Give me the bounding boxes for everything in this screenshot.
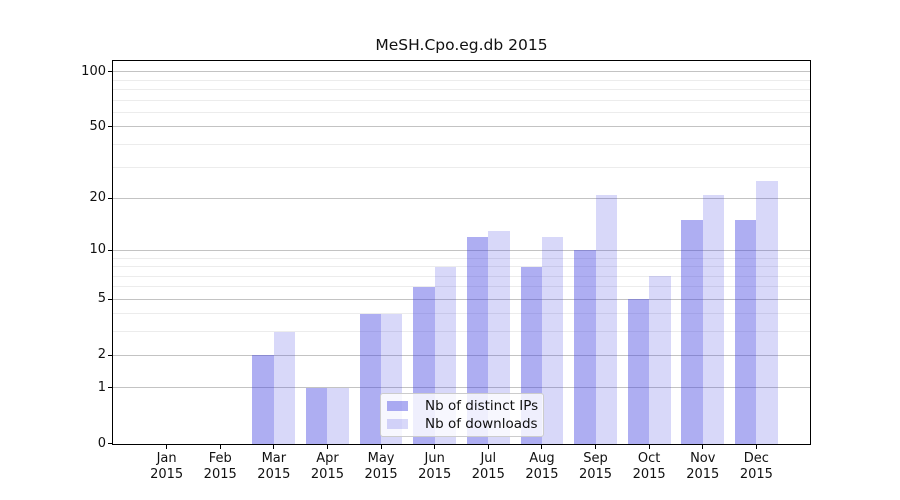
bar-downloads-oct bbox=[649, 276, 671, 444]
x-tick-label: Mar 2015 bbox=[257, 451, 291, 482]
bar-downloads-nov bbox=[702, 194, 725, 444]
y-tick-label: 2 bbox=[97, 347, 106, 363]
legend-item-downloads: Nb of downloads bbox=[387, 416, 538, 432]
gridline-major bbox=[113, 387, 810, 389]
x-tick-label: May 2015 bbox=[364, 451, 398, 482]
bar-downloads-apr bbox=[327, 387, 349, 444]
gridline-minor bbox=[113, 89, 810, 91]
legend-label-distinct-ips: Nb of distinct IPs bbox=[425, 398, 539, 414]
y-tick bbox=[108, 298, 112, 300]
x-tick bbox=[541, 445, 543, 449]
y-tick bbox=[108, 249, 112, 251]
bar-distinct-ips-apr bbox=[306, 387, 328, 444]
gridline-minor bbox=[113, 79, 810, 81]
bar-distinct-ips-nov bbox=[681, 220, 703, 444]
x-tick-label: Feb 2015 bbox=[203, 451, 237, 482]
legend-label-downloads: Nb of downloads bbox=[425, 416, 538, 432]
x-tick bbox=[755, 445, 757, 449]
x-tick bbox=[326, 445, 328, 449]
gridline-minor bbox=[113, 99, 810, 101]
legend: Nb of distinct IPs Nb of downloads bbox=[380, 393, 544, 437]
x-tick bbox=[487, 445, 489, 449]
x-tick-label: Jun 2015 bbox=[418, 451, 452, 482]
bar-downloads-aug bbox=[541, 237, 564, 444]
gridline-minor bbox=[113, 331, 810, 333]
bar-distinct-ips-mar bbox=[252, 355, 274, 444]
y-tick-label: 1 bbox=[97, 379, 106, 395]
y-tick-label: 5 bbox=[97, 291, 106, 307]
gridline-minor bbox=[113, 313, 810, 315]
y-tick bbox=[108, 354, 112, 356]
bar-distinct-ips-oct bbox=[627, 299, 650, 444]
gridline-minor bbox=[113, 266, 810, 268]
y-tick bbox=[108, 443, 112, 444]
y-tick-label: 50 bbox=[89, 118, 106, 134]
gridline-minor bbox=[113, 286, 810, 288]
y-tick bbox=[108, 387, 112, 389]
bar-downloads-dec bbox=[756, 181, 778, 444]
bar-downloads-mar bbox=[273, 331, 296, 444]
y-tick-label: 0 bbox=[97, 435, 106, 451]
legend-item-distinct-ips: Nb of distinct IPs bbox=[387, 398, 539, 414]
bar-distinct-ips-dec bbox=[734, 220, 757, 444]
chart-title: MeSH.Cpo.eg.db 2015 bbox=[375, 36, 548, 54]
x-tick-label: Jan 2015 bbox=[150, 451, 184, 482]
y-tick bbox=[108, 197, 112, 199]
gridline-minor bbox=[113, 112, 810, 114]
legend-swatch-distinct-ips bbox=[387, 401, 408, 411]
x-tick bbox=[434, 445, 436, 449]
gridline-major bbox=[113, 249, 810, 251]
x-tick bbox=[380, 445, 382, 449]
x-tick-label: Sep 2015 bbox=[578, 451, 613, 482]
gridline-minor bbox=[113, 257, 810, 259]
gridline-major bbox=[113, 354, 810, 356]
plot-area bbox=[112, 60, 811, 445]
x-tick-label: Apr 2015 bbox=[310, 451, 344, 482]
gridline-major bbox=[113, 197, 810, 199]
x-tick-label: Nov 2015 bbox=[686, 451, 720, 482]
gridline-major bbox=[113, 126, 810, 128]
bar-distinct-ips-sep bbox=[574, 250, 596, 444]
x-tick bbox=[595, 445, 597, 449]
x-tick bbox=[166, 445, 168, 449]
x-tick bbox=[273, 445, 275, 449]
x-tick-label: Oct 2015 bbox=[632, 451, 666, 482]
x-tick bbox=[219, 445, 221, 449]
x-tick-label: Dec 2015 bbox=[739, 451, 773, 482]
x-tick-label: Aug 2015 bbox=[525, 451, 559, 482]
gridline-minor bbox=[113, 166, 810, 168]
x-tick bbox=[702, 445, 704, 449]
gridline-major bbox=[113, 298, 810, 300]
y-tick bbox=[108, 126, 112, 128]
y-tick bbox=[108, 71, 112, 73]
bar-downloads-sep bbox=[595, 194, 617, 444]
legend-swatch-downloads bbox=[387, 419, 408, 429]
x-tick-label: Jul 2015 bbox=[471, 451, 505, 482]
bar-downloads-jul bbox=[488, 231, 510, 444]
bar-distinct-ips-jul bbox=[466, 237, 489, 444]
gridline-minor bbox=[113, 275, 810, 277]
y-tick-label: 10 bbox=[89, 242, 106, 258]
x-tick bbox=[648, 445, 650, 449]
y-tick-label: 100 bbox=[81, 63, 106, 79]
gridline-minor bbox=[113, 144, 810, 146]
y-tick-label: 20 bbox=[89, 190, 106, 206]
gridline-major bbox=[113, 71, 810, 73]
bar-distinct-ips-may bbox=[359, 313, 382, 444]
